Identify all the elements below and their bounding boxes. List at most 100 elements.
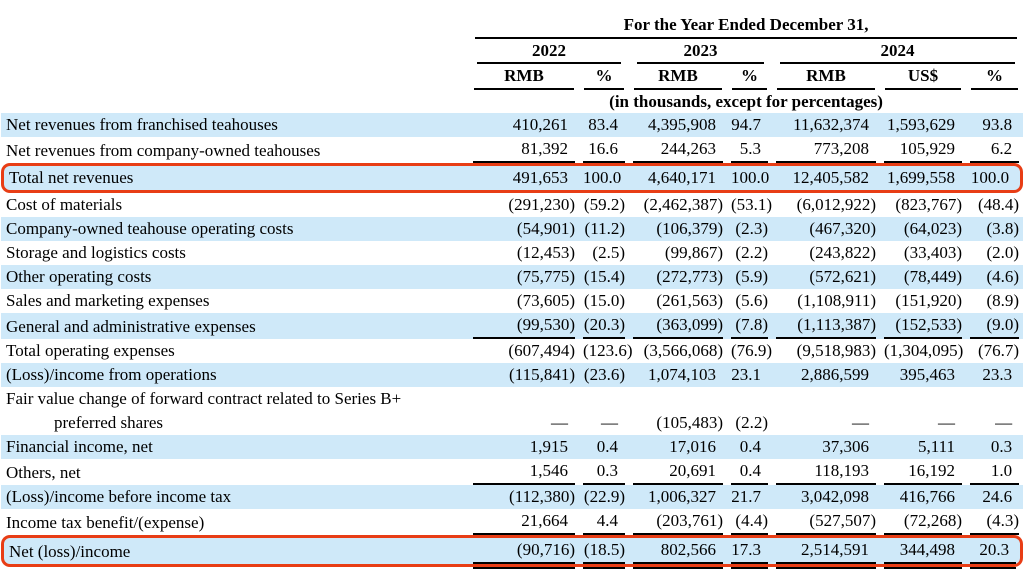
table-row: Net revenues from company-owned teahouse… xyxy=(1,137,1023,163)
cell-value: (53.1) xyxy=(731,195,773,214)
cell-value: 81,392 xyxy=(521,139,568,158)
cell-value: (20.3) xyxy=(583,315,625,334)
table-row: Fair value change of forward contract re… xyxy=(1,387,1023,435)
cell-value: 1.0 xyxy=(990,461,1013,480)
row-label: Sales and marketing expenses xyxy=(6,291,210,310)
cell-value: (1,113,387) xyxy=(797,315,876,334)
cell-value: (54,901) xyxy=(516,219,575,238)
cell-value: (90,716) xyxy=(516,540,575,559)
cell-value: (2,462,387) xyxy=(643,195,723,214)
cell-value: 12,405,582 xyxy=(792,168,870,187)
cell-value: 16,192 xyxy=(908,461,955,480)
cell-value: (112,380) xyxy=(509,487,575,506)
table-row: Financial income, net 1,915 0.4 17,016 0.4 37… xyxy=(1,435,1024,459)
cell-value: (99,867) xyxy=(664,243,723,262)
cell-value: (3,566,068) xyxy=(643,341,723,360)
cell-value: 23.1 xyxy=(731,365,761,384)
table-row: Company-owned teahouse operating costs (5… xyxy=(1,217,1024,241)
cell-value: (261,563) xyxy=(656,291,723,310)
cell-value: (12,453) xyxy=(516,243,575,262)
cell-value: 93.8 xyxy=(982,115,1013,134)
cell-value: (11.2) xyxy=(584,219,625,238)
cell-value: 416,766 xyxy=(899,487,955,506)
cell-value: 5.3 xyxy=(739,139,761,158)
cell-value: 16.6 xyxy=(588,139,618,158)
cell-value: 100.0 xyxy=(583,168,622,187)
table-row: Storage and logistics costs (12,453) (2.5)… xyxy=(1,241,1023,265)
cell-value: 6.2 xyxy=(990,139,1013,158)
row-label: Company-owned teahouse operating costs xyxy=(6,219,294,238)
row-label: Income tax benefit/(expense) xyxy=(6,513,205,532)
period-header: For the Year Ended December 31, xyxy=(469,12,1023,39)
cell-value: (33,403) xyxy=(903,243,962,262)
cell-value: 344,498 xyxy=(899,540,955,559)
cell-value: 0.4 xyxy=(596,437,618,456)
row-label: Cost of materials xyxy=(6,195,123,214)
cell-value: (64,023) xyxy=(903,219,962,238)
cell-value: 23.3 xyxy=(982,365,1013,384)
cell-value: 1,593,629 xyxy=(887,115,955,134)
cell-value: 1,074,103 xyxy=(648,365,716,384)
cell-value: 17.3 xyxy=(731,540,761,559)
cell-value: (2.2) xyxy=(735,413,768,432)
table-header: For the Year Ended December 31, 2022 202… xyxy=(1,12,1023,113)
cell-value: (8.9) xyxy=(986,291,1020,310)
cell-value: 17,016 xyxy=(669,437,716,456)
cell-value: 2,514,591 xyxy=(801,540,869,559)
cell-value: (527,507) xyxy=(809,511,876,530)
year-header-2024: 2024 xyxy=(772,39,1023,64)
cell-value: 244,263 xyxy=(660,139,716,158)
cell-value: (203,761) xyxy=(656,511,723,530)
table-row: Net (loss)/income (90,716) (18.5) 802,566 17… xyxy=(1,535,1024,569)
cell-value: 0.3 xyxy=(596,461,618,480)
cell-value: (73,605) xyxy=(516,291,575,310)
cell-value: (23.6) xyxy=(583,365,625,384)
units-note-label: (in thousands, except for percentages) xyxy=(609,92,883,111)
units-note: (in thousands, except for percentages) xyxy=(469,90,1023,113)
cell-value: (5.6) xyxy=(735,291,768,310)
col-header-pct-2023: % xyxy=(727,64,772,90)
table-row: Total net revenues 491,653 100.0 4,640,171 1… xyxy=(1,163,1024,193)
year-header-2023: 2023 xyxy=(629,39,772,64)
table-row: (Loss)/income from operations (115,841) (2… xyxy=(1,363,1024,387)
cell-value: — xyxy=(852,413,869,432)
cell-value: 1,699,558 xyxy=(887,168,955,187)
cell-value: (2.0) xyxy=(986,243,1020,262)
header-spacer xyxy=(1,64,469,90)
cell-value: (9,518,983) xyxy=(796,341,876,360)
col-header-pct-2024: % xyxy=(966,64,1023,90)
row-label: Others, net xyxy=(6,463,81,482)
cell-value: (7.8) xyxy=(735,315,768,334)
cell-value: 100.0 xyxy=(731,168,770,187)
cell-value: 100.0 xyxy=(970,168,1010,187)
row-label-line2: preferred shares xyxy=(54,413,164,432)
cell-value: (76.7) xyxy=(978,341,1020,360)
cell-value: 94.7 xyxy=(731,115,761,134)
cell-value: 4.4 xyxy=(596,511,618,530)
cell-value: 21.7 xyxy=(731,487,761,506)
cell-value: — xyxy=(601,413,618,432)
table-row: Other operating costs (75,775) (15.4) (272,… xyxy=(1,265,1024,289)
cell-value: (2.2) xyxy=(735,243,768,262)
cell-value: (59.2) xyxy=(583,195,625,214)
table-row: Cost of materials (291,230) (59.2) (2,462,3… xyxy=(1,193,1023,217)
cell-value: (4.6) xyxy=(986,267,1020,286)
cell-value: (291,230) xyxy=(508,195,575,214)
row-label: Total operating expenses xyxy=(6,341,175,360)
col-header-usd-2024: US$ xyxy=(880,64,966,90)
cell-value: (363,099) xyxy=(656,315,723,334)
cell-value: 118,193 xyxy=(814,461,869,480)
cell-value: (75,775) xyxy=(516,267,575,286)
cell-value: 0.4 xyxy=(739,437,761,456)
cell-value: (607,494) xyxy=(508,341,575,360)
cell-value: (1,108,911) xyxy=(797,291,876,310)
cell-value: (272,773) xyxy=(656,267,723,286)
cell-value: 5,111 xyxy=(918,437,955,456)
col-header-rmb-2024: RMB xyxy=(772,64,880,90)
cell-value: 11,632,374 xyxy=(793,115,869,134)
header-spacer xyxy=(1,39,469,64)
cell-value: 395,463 xyxy=(899,365,955,384)
cell-value: (1,304,095) xyxy=(884,341,964,360)
cell-value: 1,915 xyxy=(529,437,568,456)
